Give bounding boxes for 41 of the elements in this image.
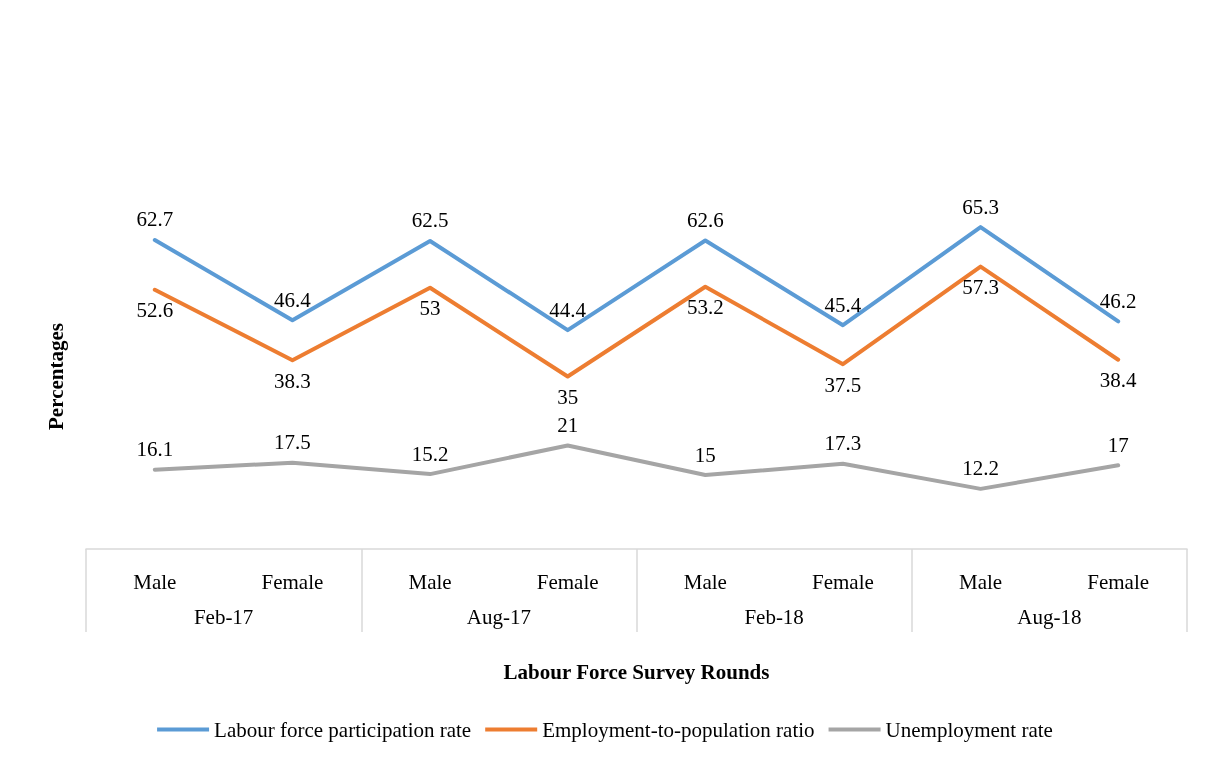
text: Feb-18 — [744, 604, 804, 629]
legend-label: Labour force participation rate — [214, 717, 472, 742]
data-label: 46.2 — [1099, 288, 1137, 313]
data-label: 52.6 — [136, 298, 174, 323]
x-tick-label: Female — [812, 569, 874, 594]
data-label: 15 — [694, 442, 716, 467]
data-label: 53 — [419, 296, 441, 321]
x-tick-label: Male — [683, 569, 727, 594]
data-label: 65.3 — [962, 194, 999, 219]
x-tick-label: Female — [261, 569, 324, 594]
data-label: 21 — [557, 413, 579, 437]
data-label: 62.7 — [136, 207, 174, 232]
data-label: 62.6 — [686, 207, 724, 232]
text: Feb-17 — [193, 604, 254, 629]
data-label: 17.5 — [274, 430, 311, 455]
x-tick-label: Male — [133, 569, 177, 594]
data-label: 44.4 — [549, 297, 587, 322]
data-label: 37.5 — [824, 372, 862, 397]
data-label: 45.4 — [824, 292, 862, 317]
y-axis-title: Percentages — [43, 323, 68, 430]
text: Aug-18 — [1017, 604, 1082, 629]
legend-label: Employment-to-population ratio — [542, 717, 815, 742]
data-label: 15.2 — [411, 441, 449, 466]
legend-label: Unemployment rate — [885, 717, 1053, 742]
x-tick-label: Female — [1087, 569, 1150, 594]
x-tick-label: Male — [408, 569, 452, 594]
data-label: 53.2 — [686, 295, 724, 320]
data-label: 46.4 — [274, 287, 312, 312]
text: Aug-17 — [466, 604, 531, 629]
data-label: 17 — [1107, 432, 1129, 457]
data-label: 62.5 — [411, 208, 449, 233]
data-label: 38.4 — [1099, 368, 1138, 393]
data-label: 16.1 — [136, 437, 174, 462]
data-label: 35 — [557, 385, 579, 409]
data-label: 38.3 — [274, 368, 311, 393]
x-axis-title: Labour Force Survey Rounds — [503, 659, 770, 684]
data-label: 17.3 — [824, 431, 862, 456]
data-label: 12.2 — [962, 456, 999, 481]
x-tick-label: Female — [536, 569, 599, 594]
x-tick-label: Male — [958, 569, 1003, 594]
data-label: 57.3 — [962, 275, 999, 300]
